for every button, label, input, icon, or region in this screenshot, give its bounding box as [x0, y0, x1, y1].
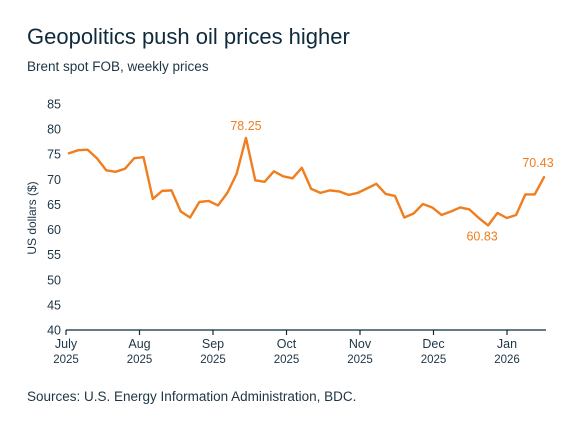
- x-tick-label-year-5: 2025: [421, 354, 447, 366]
- chart-subtitle: Brent spot FOB, weekly prices: [27, 59, 209, 74]
- x-tick-label-month-4: Nov: [349, 337, 372, 351]
- x-tick-label-month-0: July: [55, 337, 78, 351]
- y-tick-label-60: 60: [47, 223, 61, 237]
- chart-title: Geopolitics push oil prices higher: [27, 24, 350, 49]
- y-axis-tick-labels: 40 45 50 55 60 65 70 75 80 85: [47, 98, 61, 338]
- y-tick-label-50: 50: [47, 273, 61, 287]
- annotation-78-25: 78.25: [230, 119, 261, 133]
- y-tick-label-70: 70: [47, 173, 61, 187]
- x-tick-label-year-2: 2025: [200, 354, 226, 366]
- source-note: Sources: U.S. Energy Information Adminis…: [27, 389, 357, 404]
- x-tick-label-month-3: Oct: [277, 337, 297, 351]
- y-tick-label-40: 40: [47, 324, 61, 338]
- y-tick-label-55: 55: [47, 248, 61, 262]
- y-axis-label: US dollars ($): [25, 181, 39, 254]
- y-tick-label-65: 65: [47, 198, 61, 212]
- y-tick-label-85: 85: [47, 98, 61, 112]
- data-annotations: 78.25 60.83 70.43: [230, 119, 553, 243]
- x-tick-label-year-1: 2025: [127, 354, 153, 366]
- x-axis-ticks: [65, 330, 508, 335]
- annotation-60-83: 60.83: [466, 229, 497, 243]
- series-line-brent: [67, 136, 546, 227]
- y-tick-label-45: 45: [47, 298, 61, 312]
- y-tick-label-80: 80: [47, 123, 61, 137]
- x-tick-label-year-0: 2025: [53, 354, 79, 366]
- x-tick-label-month-1: Aug: [128, 337, 150, 351]
- x-axis-tick-labels: July 2025 Aug 2025 Sep 2025 Oct 2025 Nov 2025 Dec 2…: [53, 337, 520, 366]
- x-tick-label-month-5: Dec: [422, 337, 444, 351]
- x-tick-label-year-3: 2025: [274, 354, 300, 366]
- x-tick-label-year-4: 2025: [347, 354, 373, 366]
- annotation-70-43: 70.43: [522, 156, 553, 170]
- x-tick-label-month-2: Sep: [202, 337, 224, 351]
- y-tick-label-75: 75: [47, 148, 61, 162]
- x-tick-label-year-6: 2026: [494, 354, 520, 366]
- x-tick-label-month-6: Jan: [497, 337, 517, 351]
